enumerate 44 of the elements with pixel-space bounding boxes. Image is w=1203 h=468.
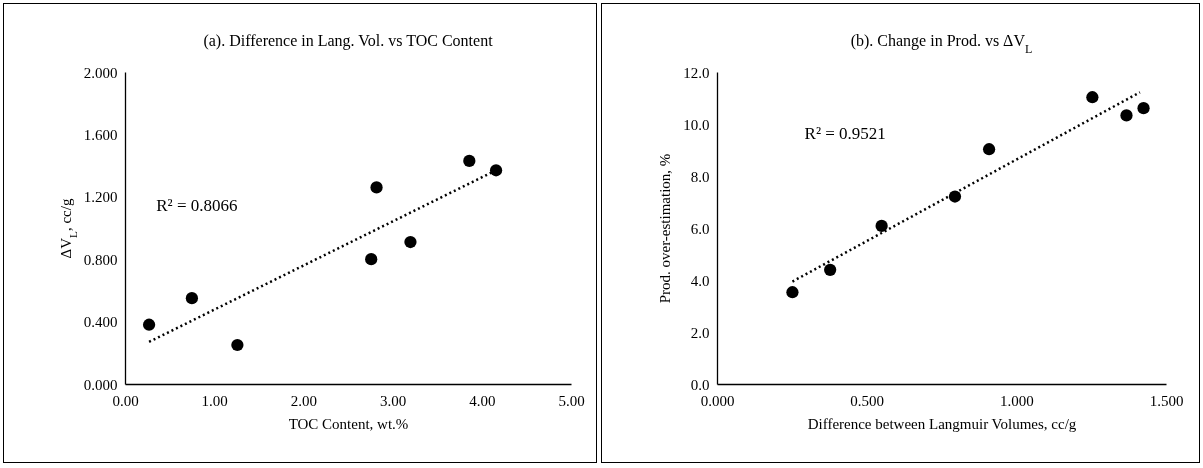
x-tick-label: 0.00 [112,392,139,409]
y-tick-label: 1.600 [83,126,118,143]
y-tick-label: 8.0 [690,168,710,185]
point [404,235,417,249]
point [365,253,378,266]
y-tick-label: 2.0 [690,324,710,341]
x-tick-label: 1.500 [1149,392,1184,409]
y-tick-label: 4.0 [690,272,710,289]
y-tick-label: 6.0 [690,220,710,237]
chart-title: (a). Difference in Lang. Vol. vs TOC Content [203,32,494,50]
x-tick-label: 3.00 [379,392,407,409]
annotation: R² = 0.8066 [156,196,238,216]
y-tick-label: 0.0 [690,376,710,393]
chart-title: (b). Change in Prod. vs ΔV$_{L}$ [850,32,1033,56]
x-axis-title: TOC Content, wt.% [288,415,409,432]
y-tick-label: 0.000 [83,376,118,393]
point [185,292,199,305]
point [1120,109,1133,122]
y-tick-label: 10.0 [683,116,710,133]
point [489,164,503,177]
annotation: R² = 0.9521 [804,124,886,144]
point [463,154,476,168]
y-tick-label: 0.400 [83,314,118,331]
x-tick-label: 2.00 [290,392,318,409]
x-tick-label: 0.500 [850,392,885,409]
point [786,286,799,299]
point [875,219,888,233]
point [142,318,156,331]
x-axis-title: Difference between Langmuir Volumes, cc/g [807,415,1077,432]
point [231,338,244,352]
point [1137,102,1150,115]
point [982,143,996,156]
y-tick-label: 1.200 [83,189,118,206]
x-tick-label: 1.000 [999,392,1034,409]
point [824,263,837,276]
point [370,181,383,194]
y-tick-label: 0.800 [83,251,118,268]
point [1086,91,1099,104]
x-tick-label: 1.00 [201,392,228,409]
x-tick-label: 4.00 [469,392,496,409]
x-tick-label: 5.00 [558,392,585,409]
y-tick-label: 2.000 [83,64,118,81]
y-axis-title: Prod. over-estimation, % [657,153,674,304]
y-tick-label: 12.0 [683,64,710,81]
